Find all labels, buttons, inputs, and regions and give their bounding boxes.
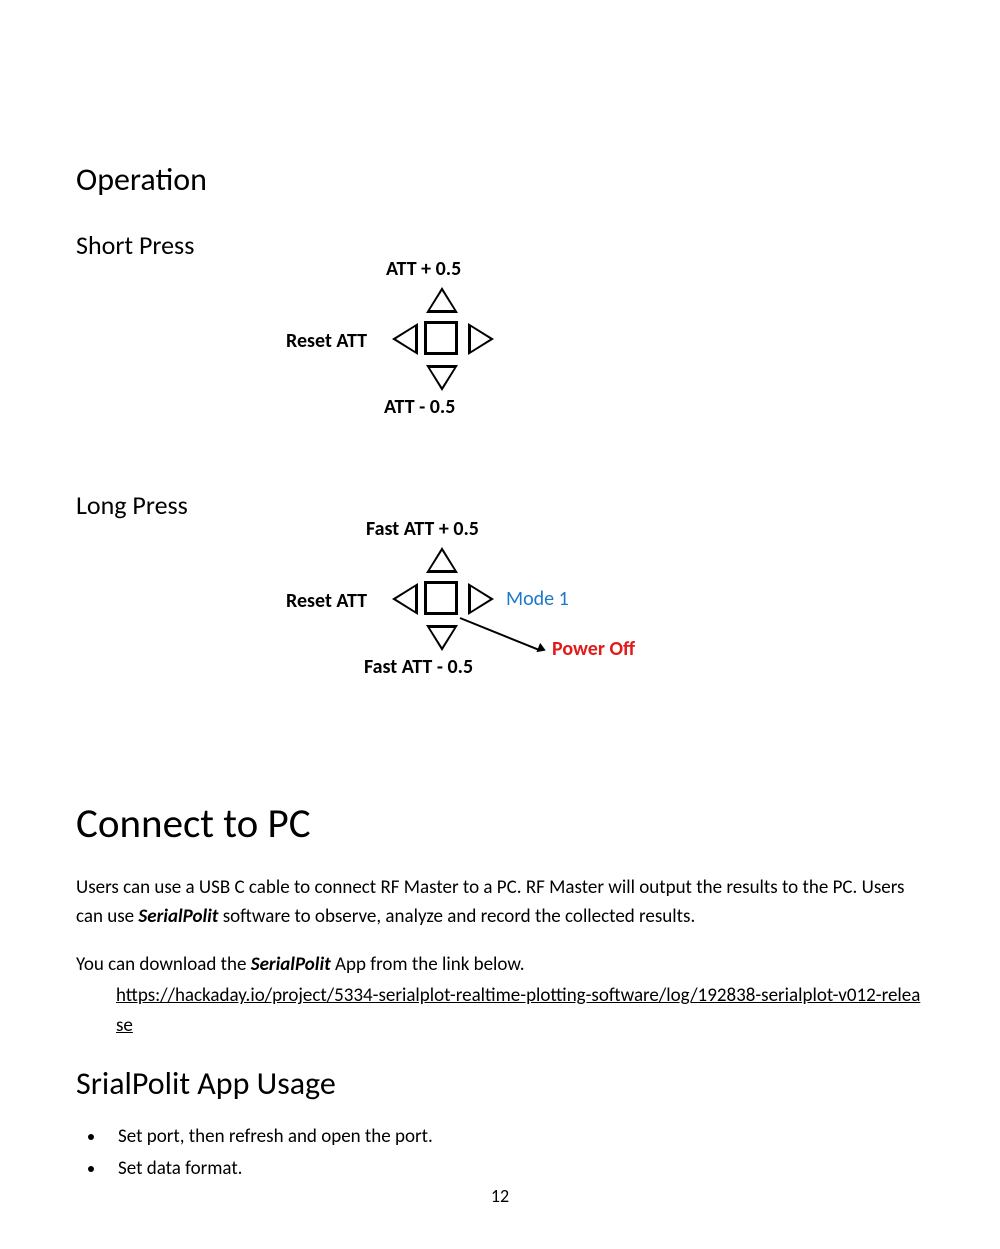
software-name: SerialPolit xyxy=(251,953,331,976)
center-square-icon xyxy=(424,581,458,615)
annotation-arrow xyxy=(460,617,540,651)
heading-connect-to-pc: Connect to PC xyxy=(76,799,924,849)
label-left: Reset ATT xyxy=(286,589,367,613)
triangle-down-icon xyxy=(426,625,458,651)
download-link[interactable]: https://hackaday.io/project/5334-serialp… xyxy=(76,981,924,1040)
triangle-right-icon xyxy=(468,323,494,355)
text: You can download the xyxy=(76,953,251,976)
triangle-left-icon xyxy=(392,323,418,355)
label-left: Reset ATT xyxy=(286,329,367,353)
long-press-diagram: Fast ATT + 0.5 Fast ATT - 0.5 Reset ATT … xyxy=(76,539,924,729)
label-down: Fast ATT - 0.5 xyxy=(364,655,473,679)
triangle-up-icon xyxy=(426,287,458,313)
label-right-mode: Mode 1 xyxy=(506,587,569,611)
triangle-left-icon xyxy=(392,583,418,615)
annotation-arrow-head xyxy=(536,643,547,655)
label-up: ATT + 0.5 xyxy=(386,257,461,281)
document-page: Operation Short Press ATT + 0.5 ATT - 0.… xyxy=(0,0,1000,1249)
download-link-line: https://hackaday.io/project/5334-serialp… xyxy=(76,981,924,1040)
connect-paragraph: Users can use a USB C cable to connect R… xyxy=(76,873,924,932)
page-number: 12 xyxy=(0,1185,1000,1207)
heading-short-press: Short Press xyxy=(76,229,924,261)
download-paragraph: You can download the SerialPolit App fro… xyxy=(76,950,924,979)
heading-long-press: Long Press xyxy=(76,489,924,521)
triangle-up-icon xyxy=(426,547,458,573)
short-press-diagram: ATT + 0.5 ATT - 0.5 Reset ATT xyxy=(76,279,924,449)
triangle-down-icon xyxy=(426,365,458,391)
text: software to observe, analyze and record … xyxy=(218,905,695,928)
list-item: Set port, then refresh and open the port… xyxy=(106,1121,924,1153)
text: App from the link below. xyxy=(331,953,525,976)
label-up: Fast ATT + 0.5 xyxy=(366,517,479,541)
label-down: ATT - 0.5 xyxy=(384,395,455,419)
usage-list: Set port, then refresh and open the port… xyxy=(76,1121,924,1186)
label-power-off: Power Off xyxy=(552,637,635,661)
software-name: SerialPolit xyxy=(138,905,218,928)
list-item: Set data format. xyxy=(106,1153,924,1185)
heading-serialpolit-usage: SrialPolit App Usage xyxy=(76,1064,924,1103)
heading-operation: Operation xyxy=(76,160,924,199)
triangle-right-icon xyxy=(468,583,494,615)
center-square-icon xyxy=(424,321,458,355)
